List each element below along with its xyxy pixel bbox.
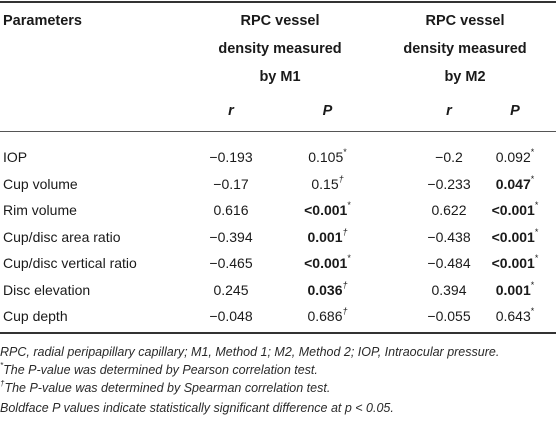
row-p-m2: 0.643*: [465, 306, 556, 325]
p-value-mark: *: [530, 147, 535, 158]
p-value: <0.001: [491, 202, 535, 218]
row-r-m2: −0.438: [427, 229, 471, 245]
p-value-mark: *: [530, 306, 535, 317]
sub-header-r2: r: [446, 103, 452, 119]
p-value: 0.036: [307, 282, 343, 298]
p-value: 0.047: [495, 176, 531, 192]
footnote-star-mark: *: [0, 360, 4, 370]
row-parameter-name: IOP: [3, 149, 28, 165]
row-p-m1: 0.036†: [270, 280, 385, 299]
row-r-m1: 0.616: [213, 202, 249, 218]
row-p-m2: <0.001*: [465, 227, 556, 246]
row-r-m1: −0.394: [209, 229, 253, 245]
p-value: 0.105: [308, 149, 344, 165]
p-value-mark: †: [338, 174, 344, 185]
p-value-mark: *: [534, 200, 539, 211]
footnote-star-text: The P-value was determined by Pearson co…: [3, 363, 318, 377]
p-value-mark: †: [342, 280, 348, 291]
row-r-m1: −0.465: [209, 255, 253, 271]
footnote-dagger-mark: †: [0, 378, 5, 388]
group1-header-line: RPC vessel: [240, 13, 320, 29]
p-value-mark: *: [347, 200, 351, 211]
row-r-m2: 0.622: [431, 202, 467, 218]
row-r-m1: −0.048: [209, 308, 253, 324]
group2-header-line: RPC vessel: [425, 13, 505, 29]
p-value-mark: †: [342, 227, 348, 238]
row-p-m1: 0.686†: [270, 306, 385, 325]
group2-header-line: by M2: [444, 69, 486, 85]
p-value-mark: *: [347, 253, 351, 264]
footnote-abbreviations: RPC, radial peripapillary capillary; M1,…: [0, 345, 500, 359]
row-p-m2: <0.001*: [465, 253, 556, 272]
group2-header-line: density measured: [403, 41, 527, 57]
p-value: 0.001: [495, 282, 531, 298]
group1-header-line: by M1: [259, 69, 301, 85]
row-r-m2: −0.055: [427, 308, 471, 324]
row-p-m1: 0.15†: [270, 174, 385, 193]
row-p-m1: <0.001*: [270, 200, 385, 219]
p-value: <0.001: [304, 255, 348, 271]
row-parameter-name: Cup volume: [3, 176, 78, 192]
footnote-dagger-text: The P-value was determined by Spearman c…: [4, 381, 331, 395]
row-p-m1: 0.001†: [270, 227, 385, 246]
parameters-header: Parameters: [3, 13, 82, 29]
row-parameter-name: Disc elevation: [3, 282, 91, 298]
row-p-m1: 0.105*: [270, 147, 385, 166]
header-rule: [0, 131, 556, 132]
row-parameter-name: Cup/disc vertical ratio: [3, 255, 137, 271]
footnote-pearson: *The P-value was determined by Pearson c…: [0, 360, 556, 378]
row-p-m2: <0.001*: [465, 200, 556, 219]
p-value-mark: *: [534, 253, 539, 264]
row-p-m2: 0.092*: [465, 147, 556, 166]
row-p-m2: 0.001*: [465, 280, 556, 299]
footnote-boldface: Boldface P values indicate statistically…: [0, 401, 394, 415]
sub-header-r1: r: [228, 103, 234, 119]
top-rule: [0, 1, 556, 3]
row-parameter-name: Rim volume: [3, 202, 77, 218]
p-value-mark: *: [530, 280, 535, 291]
p-value: 0.001: [307, 229, 343, 245]
p-value: <0.001: [491, 229, 535, 245]
footnote-spearman: †The P-value was determined by Spearman …: [0, 378, 556, 396]
p-value: <0.001: [304, 202, 348, 218]
p-value: <0.001: [491, 255, 535, 271]
p-value: 0.686: [307, 308, 343, 324]
row-r-m2: −0.233: [427, 176, 471, 192]
p-value: 0.15: [311, 176, 339, 192]
row-p-m2: 0.047*: [465, 174, 556, 193]
row-r-m1: 0.245: [213, 282, 249, 298]
bottom-rule: [0, 332, 556, 334]
p-value-mark: *: [534, 227, 539, 238]
row-r-m1: −0.17: [213, 176, 249, 192]
row-r-m2: −0.2: [435, 149, 463, 165]
sub-header-p1: P: [322, 103, 333, 119]
row-r-m2: −0.484: [427, 255, 471, 271]
group1-header-line: density measured: [218, 41, 342, 57]
p-value-mark: †: [342, 306, 348, 317]
row-r-m2: 0.394: [431, 282, 467, 298]
sub-header-p2: P: [510, 103, 520, 119]
p-value-mark: *: [530, 174, 535, 185]
row-parameter-name: Cup depth: [3, 308, 68, 324]
p-value-mark: *: [343, 147, 347, 158]
p-value: 0.092: [495, 149, 531, 165]
row-p-m1: <0.001*: [270, 253, 385, 272]
row-parameter-name: Cup/disc area ratio: [3, 229, 121, 245]
p-value: 0.643: [495, 308, 531, 324]
row-r-m1: −0.193: [209, 149, 253, 165]
